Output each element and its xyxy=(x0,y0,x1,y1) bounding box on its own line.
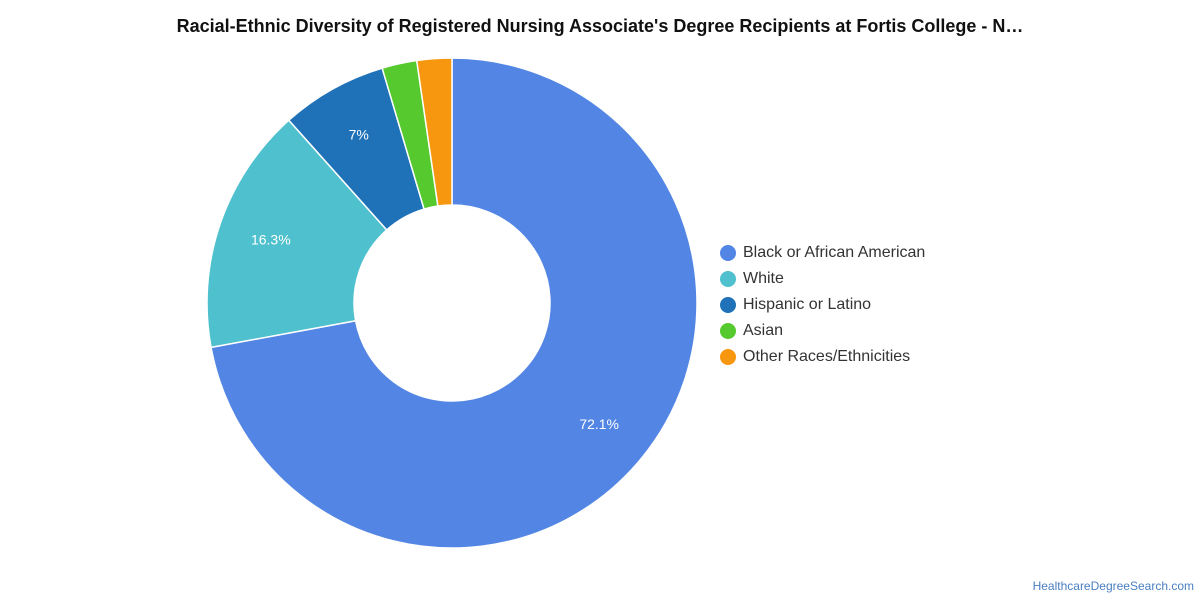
legend-swatch xyxy=(720,349,736,365)
data-label-black-or-african-american: 72.1% xyxy=(579,416,619,432)
legend-item-asian[interactable]: Asian xyxy=(720,318,925,344)
slice-other-races-ethnicities[interactable] xyxy=(415,57,453,207)
legend-item-other-races-ethnicities[interactable]: Other Races/Ethnicities xyxy=(720,344,925,370)
legend-label: White xyxy=(743,270,784,287)
slice-white[interactable] xyxy=(206,119,388,349)
chart-title: Racial-Ethnic Diversity of Registered Nu… xyxy=(176,16,1024,36)
legend-swatch xyxy=(720,245,736,261)
legend-label: Asian xyxy=(743,322,784,339)
legend-label: Black or African American xyxy=(743,244,926,261)
data-label-hispanic-or-latino: 7% xyxy=(349,126,369,142)
legend-item-black-or-african-american[interactable]: Black or African American xyxy=(720,240,925,266)
legend: Black or African American White Hispanic… xyxy=(720,240,925,370)
slice-black-or-african-american[interactable] xyxy=(210,57,698,549)
data-label-white: 16.3% xyxy=(251,232,291,248)
legend-label: Hispanic or Latino xyxy=(743,296,872,313)
legend-item-hispanic-or-latino[interactable]: Hispanic or Latino xyxy=(720,292,925,318)
legend-label: Other Races/Ethnicities xyxy=(743,348,911,365)
legend-item-white[interactable]: White xyxy=(720,266,925,292)
legend-swatch xyxy=(720,323,736,339)
source-link[interactable]: HealthcareDegreeSearch.com xyxy=(1032,579,1194,593)
legend-swatch xyxy=(720,297,736,313)
legend-swatch xyxy=(720,271,736,287)
